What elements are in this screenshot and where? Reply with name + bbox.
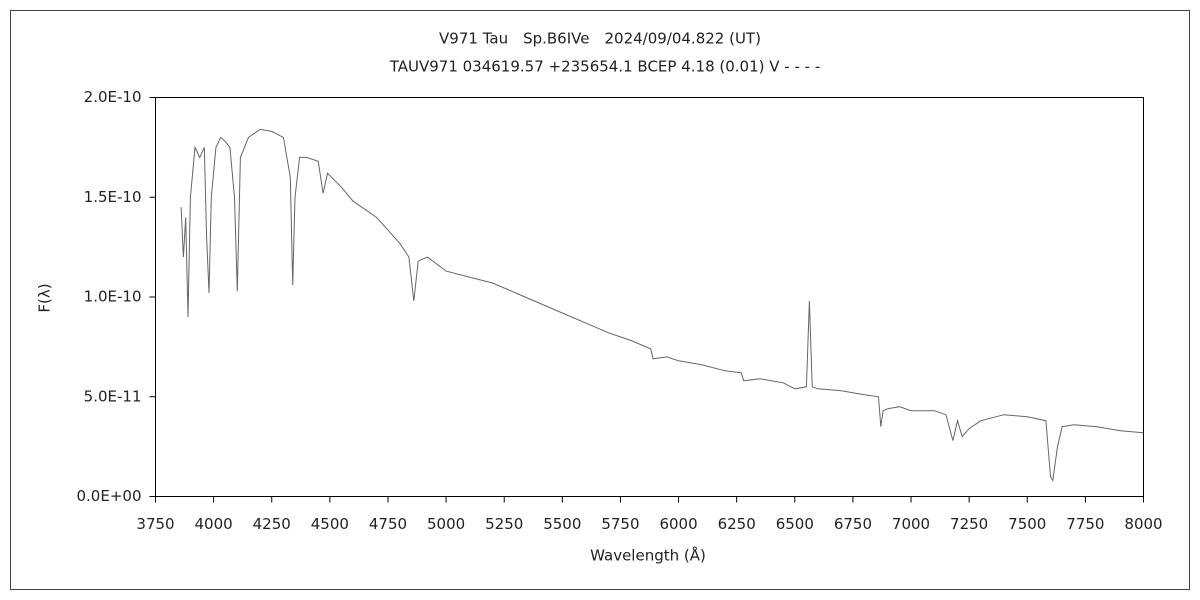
chart-subtitle: TAUV971 034619.57 +235654.1 BCEP 4.18 (0… [389, 58, 821, 76]
spectrum-line [180, 128, 1144, 482]
x-tick-label: 8000 [1124, 515, 1162, 533]
y-tick-label: 1.0E-10 [84, 288, 142, 306]
x-tick-label: 4500 [311, 515, 349, 533]
x-tick-label: 7750 [1066, 515, 1104, 533]
outer-frame [10, 10, 1190, 590]
y-tick-label: 5.0E-11 [84, 387, 142, 405]
y-tick-label: 0.0E+00 [77, 487, 142, 505]
x-axis-label: Wavelength (Å) [590, 546, 706, 565]
x-tick-label: 5250 [485, 515, 523, 533]
x-tick-label: 7250 [950, 515, 988, 533]
x-tick-label: 6000 [659, 515, 697, 533]
y-tick-label: 2.0E-10 [84, 88, 142, 106]
x-tick-label: 6500 [776, 515, 814, 533]
x-tick-label: 7000 [892, 515, 930, 533]
x-tick-label: 4750 [369, 515, 407, 533]
x-tick-label: 6250 [718, 515, 756, 533]
y-axis-label: F(λ) [36, 283, 54, 312]
x-tick-label: 5750 [601, 515, 639, 533]
x-tick-label: 4250 [253, 515, 291, 533]
x-tick-label: 5500 [543, 515, 581, 533]
x-tick-label: 3750 [136, 515, 174, 533]
x-tick-label: 4000 [195, 515, 233, 533]
y-tick-label: 1.5E-10 [84, 188, 142, 206]
chart-title: V971 Tau Sp.B6IVe 2024/09/04.822 (UT) [439, 30, 761, 48]
x-tick-label: 5000 [427, 515, 465, 533]
x-tick-label: 6750 [834, 515, 872, 533]
x-tick-label: 7500 [1008, 515, 1046, 533]
